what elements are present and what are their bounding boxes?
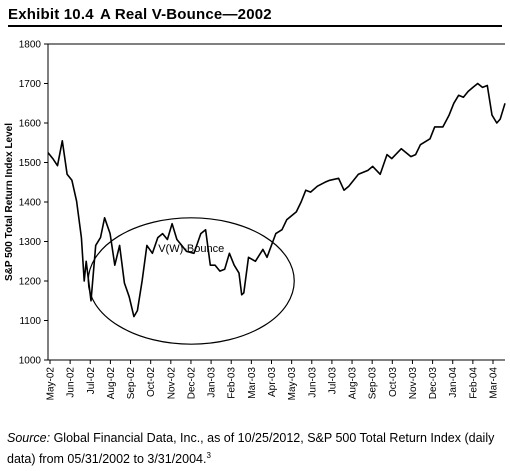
x-tick-label: Jan-04 <box>448 367 459 398</box>
series-line <box>47 82 506 318</box>
source-note: Source: Global Financial Data, Inc., as … <box>7 429 505 468</box>
bounce-circle <box>87 217 295 345</box>
y-tick-label: 1200 <box>19 277 42 288</box>
line-chart: 1000 1100 1200 1300 1400 1500 1600 1700 1800 S&P … <box>4 40 506 401</box>
y-axis-title: S&P 500 Total Return Index Level <box>4 123 15 281</box>
source-footnote: 3 <box>206 451 211 460</box>
x-tick-label: May-02 <box>46 367 57 401</box>
y-tick-label: 1700 <box>19 79 42 90</box>
y-tick-label: 1000 <box>19 356 42 367</box>
x-tick-label: Dec-02 <box>186 367 197 400</box>
x-tick-label: Nov-03 <box>408 367 419 400</box>
x-tick-label: Apr-03 <box>267 367 278 397</box>
x-tick-label: Aug-03 <box>348 367 359 400</box>
x-tick-label: Nov-02 <box>166 367 177 400</box>
series-layer <box>47 82 506 318</box>
x-tick-label: Oct-03 <box>388 367 399 397</box>
x-tick-label: Feb-03 <box>227 367 238 399</box>
x-tick-label: Mar-03 <box>247 367 258 399</box>
y-tick-label: 1100 <box>19 316 41 327</box>
x-tick-label: Dec-03 <box>428 367 439 400</box>
source-text: Global Financial Data, Inc., as of 10/25… <box>7 431 495 467</box>
x-tick-label: Jun-02 <box>66 367 77 398</box>
annotation-layer: V(W)-Bounce <box>87 217 295 345</box>
x-tick-label: Jan-03 <box>207 367 218 398</box>
x-tick-label: Jul-03 <box>327 367 338 395</box>
axis-layer: 1000 1100 1200 1300 1400 1500 1600 1700 1800 S&P … <box>4 40 505 401</box>
x-tick-label: Aug-02 <box>106 367 117 400</box>
y-tick-label: 1600 <box>19 119 42 130</box>
y-tick-label: 1300 <box>19 237 42 248</box>
x-tick-label: Oct-02 <box>146 367 157 397</box>
x-tick-label: Feb-04 <box>468 367 479 399</box>
x-tick-label: Mar-04 <box>489 367 500 399</box>
y-tick-label: 1500 <box>19 158 42 169</box>
x-tick-label: Jul-02 <box>86 367 97 395</box>
y-tick-label: 1800 <box>19 40 42 51</box>
exhibit-header: Exhibit 10.4 A Real V-Bounce—2002 <box>8 5 502 27</box>
x-tick-label: Jun-03 <box>307 367 318 398</box>
y-tick-label: 1400 <box>19 198 42 209</box>
exhibit-title: A Real V-Bounce—2002 <box>100 6 272 23</box>
x-tick-label: Sep-02 <box>126 367 137 400</box>
header-rule <box>8 25 502 27</box>
x-tick-label: May-03 <box>287 367 298 401</box>
x-tick-label: Sep-03 <box>368 367 379 400</box>
exhibit-number: Exhibit 10.4 <box>8 6 94 23</box>
source-label: Source: <box>7 431 51 445</box>
bounce-label: V(W)-Bounce <box>158 243 224 255</box>
